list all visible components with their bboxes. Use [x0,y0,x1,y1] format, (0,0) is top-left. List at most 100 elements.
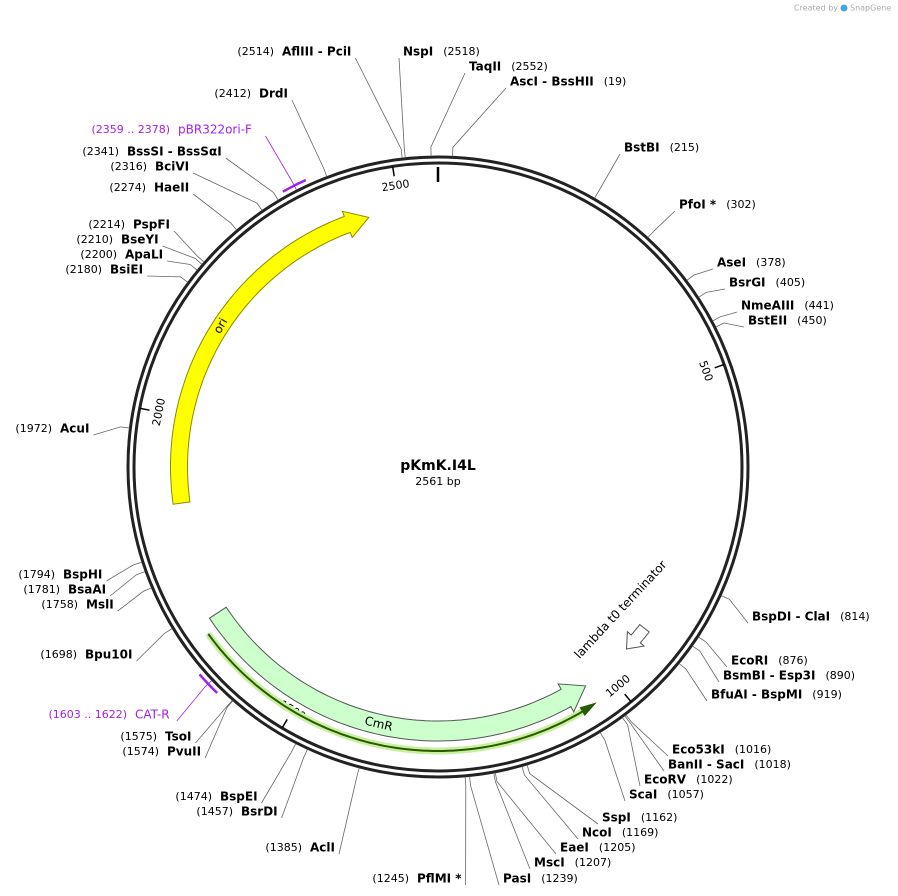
site-name: BspDI - ClaI [752,610,830,624]
site-connector [715,322,745,328]
site-label: BstEII (450) [748,314,827,328]
site-position: (2200) [80,248,117,261]
site-label: BsmBI - Esp3I (890) [723,669,855,683]
site-connector [117,587,152,612]
site-position: (2316) [110,160,147,173]
site-label: BspDI - ClaI (814) [752,610,870,624]
tick-mark [624,693,632,703]
backbone-outer [126,155,750,779]
site-name: MslI [86,598,114,612]
site-label: PasI (1239) [503,872,578,886]
site-position: (2514) [237,45,274,58]
site-connector [167,260,198,271]
site-name: PspFI [133,218,170,232]
site-label: PvuII (1574) [122,745,201,759]
site-name: HaeII [154,181,189,195]
site-name: PfoI * [679,198,717,212]
tick-mark [281,719,288,729]
primer-position: (2359 .. 2378) [91,123,170,136]
site-name: ApaLI [125,248,163,262]
site-connector [452,87,507,157]
tick-label: 2500 [381,177,411,194]
site-position: (2552) [511,60,548,73]
primer-label: CAT-R (1603 .. 1622) [48,708,169,722]
feature-arrow [208,606,587,742]
site-connector [469,776,500,886]
site-name: BfuAI - BspMI [711,688,802,702]
feature-label: lambda t0 terminator [571,558,669,662]
site-position: (1385) [265,841,302,854]
site-position: (1016) [735,743,772,756]
primer-connector [176,680,213,722]
site-connector [624,715,665,772]
site-label: ScaI (1057) [629,788,704,802]
site-connector [599,732,626,802]
site-position: (1758) [41,598,78,611]
primer-label: pBR322ori-F (2359 .. 2378) [91,123,252,137]
site-label: BciVI (2316) [110,160,189,174]
site-name: PvuII [167,745,201,759]
site-name: MscI [534,856,565,870]
site-label: AclI (1385) [265,841,335,855]
site-label: BssSI - BssSαI (2341) [82,145,221,159]
site-position: (1245) [372,872,409,885]
site-label: TaqII (2552) [469,60,548,74]
site-position: (215) [670,141,700,154]
site-connector [162,245,203,265]
site-name: BsrDI [241,805,278,819]
site-name: Eco53kI [672,743,725,757]
site-position: (890) [825,669,855,682]
site-position: (2341) [82,145,119,158]
site-connector [195,700,233,744]
site-connector [526,764,599,825]
site-connector [692,645,720,683]
site-label: EcoRV (1022) [644,773,733,787]
site-label: MscI (1207) [534,856,611,870]
feature-label: ori [210,315,230,336]
site-position: (919) [812,688,842,701]
site-label: BspEI (1474) [175,790,257,804]
site-connector [225,157,279,201]
site-name: TaqII [469,60,501,74]
site-name: NspI [403,45,433,59]
site-position: (876) [778,654,808,667]
site-name: AcuI [60,422,89,436]
site-connector [291,99,328,177]
site-label: BsiEI (2180) [65,263,143,277]
tick-mark [139,407,150,411]
site-label: Eco53kI (1016) [672,743,771,757]
site-name: EcoRI [731,654,768,668]
site-name: BspEI [220,790,258,804]
site-connector [678,663,708,702]
watermark-logo [840,4,848,12]
site-name: DrdI [259,87,288,101]
site-label: Bpu10I (1698) [40,648,132,662]
site-name: PflMI * [417,872,462,886]
site-connector [594,153,621,199]
site-position: (1057) [667,788,704,801]
site-position: (1239) [541,872,578,885]
site-name: BseYI [121,233,159,247]
site-name: NcoI [582,826,612,840]
site-label: TsoI (1575) [120,730,191,744]
site-name: BsaAI [68,583,106,597]
site-name: BstEII [748,314,787,328]
site-connector [106,561,143,582]
site-name: ScaI [629,788,657,802]
site-position: (1474) [175,790,212,803]
site-position: (2412) [214,87,251,100]
watermark-brand: SnapGene [850,4,891,13]
site-connector [621,717,641,787]
site-label: NcoI (1169) [582,826,658,840]
site-position: (1575) [120,730,157,743]
site-label: BseYI (2210) [76,233,158,247]
site-label: EaeI (1205) [560,841,635,855]
backbone-inner [132,161,744,773]
site-position: (1794) [18,568,55,581]
site-position: (2274) [109,181,146,194]
site-position: (302) [726,198,756,211]
site-label: MslI (1758) [41,598,113,612]
site-position: (2518) [443,45,480,58]
cds-line-head [579,702,597,716]
site-position: (1018) [754,758,791,771]
